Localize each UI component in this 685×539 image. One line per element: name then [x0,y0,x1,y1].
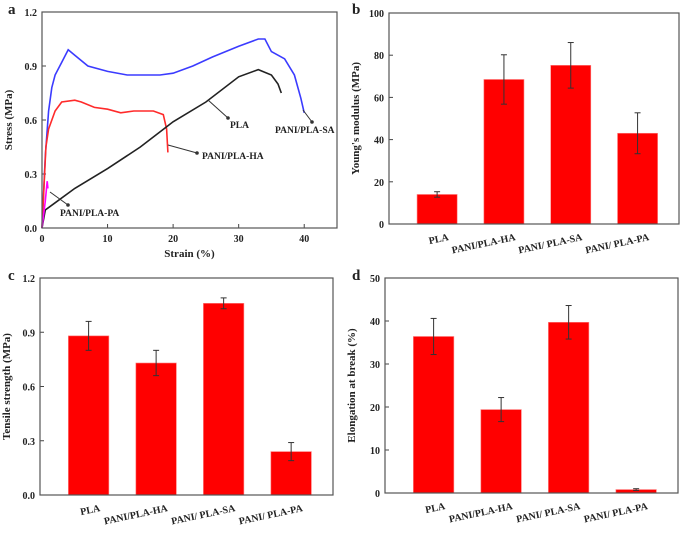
y-tick-label: 100 [369,9,384,20]
annotation-label: PLA [230,121,249,131]
x-tick-label: PANI/ PLA-PA [584,232,651,256]
bar [416,194,458,225]
y-tick-label: 0.0 [25,224,38,235]
x-tick-label: PANI/ PLA-PA [238,503,305,527]
y-tick-label: 1.2 [23,274,36,285]
annotation-arrowhead [310,120,314,124]
y-axis-label: Young's modulus (MPa) [350,62,362,175]
plot-frame [41,11,338,229]
y-tick-label: 0 [379,220,384,231]
panel-letter: b [352,2,360,18]
annotation-arrow [167,144,198,154]
x-tick-label: PLA [428,232,451,247]
y-axis-label: Tensile strength (MPa) [1,333,13,440]
y-tick-label: 40 [374,136,384,147]
bar [550,65,592,225]
series-line-pani-pla-ha [41,99,169,229]
y-tick-label: 20 [370,403,380,414]
y-tick-label: 50 [370,274,380,285]
bar [413,336,455,494]
series-line-pla [41,68,283,229]
annotation-arrow [302,109,313,123]
panel-letter: d [352,268,361,284]
annotation-arrowhead [226,116,230,120]
x-tick-label: 40 [299,234,309,245]
bar [68,335,110,496]
x-tick-label: PLA [424,501,447,516]
x-tick-label: PANI/PLA-HA [103,503,169,527]
plot-frame [384,277,679,494]
x-tick-label: 20 [168,234,178,245]
annotation-label: PANI/PLA-SA [275,126,335,136]
bar [135,362,177,496]
y-tick-label: 80 [374,51,384,62]
x-tick-label: PANI/PLA-HA [448,501,514,525]
plot-frame [388,12,680,225]
y-tick-label: 1.2 [25,8,38,19]
y-tick-label: 0.6 [23,383,36,394]
annotation-label: PANI/PLA-PA [60,209,119,219]
y-tick-label: 0.9 [23,328,36,339]
y-axis-label: Elongation at break (%) [346,328,358,443]
x-tick-label: PANI/ PLA-SA [517,232,584,256]
annotation-arrow [49,191,69,206]
panel-letter: a [8,2,16,18]
y-axis-label: Stress (MPa) [3,89,15,150]
panel-a: a 0.0 0.3 0.6 0.9 1.2 Stress (MPa) 0 10 20 30 40 Str… [3,2,338,260]
series-line-pani-pla-pa [41,181,49,229]
x-tick-label: 30 [234,234,244,245]
panel-letter: c [8,268,15,284]
bar [203,303,245,496]
y-tick-label: 0.6 [25,116,38,127]
y-tick-label: 0 [375,489,380,500]
y-tick-label: 30 [370,360,380,371]
bar [480,409,522,494]
x-tick-label: PANI/PLA-HA [451,232,517,256]
bar [483,79,525,225]
annotation-label: PANI/PLA-HA [202,152,264,162]
y-tick-label: 20 [374,178,384,189]
y-tick-label: 0.9 [25,62,38,73]
x-tick-label: PANI/ PLA-SA [515,501,582,525]
y-tick-label: 0.3 [25,170,38,181]
y-tick-label: 40 [370,317,380,328]
x-tick-label: PLA [79,503,102,518]
annotation-arrow [207,99,229,119]
x-axis-label: Strain (%) [164,248,215,260]
x-tick-label: PANI/ PLA-PA [583,501,650,525]
annotation-arrowhead [66,203,70,207]
plot-frame [39,277,334,496]
y-tick-label: 0.0 [23,491,36,502]
series-line-pani-pla-sa [41,38,305,229]
panel-c: c 0.0 0.3 0.6 0.9 1.2 Tensile strength (MPa) PL… [1,268,334,527]
x-tick-label: 10 [103,234,113,245]
x-tick-label: PANI/ PLA-SA [170,503,237,527]
y-tick-label: 10 [370,446,380,457]
y-tick-label: 60 [374,93,384,104]
annotation-arrowhead [195,151,199,155]
bar [548,321,590,494]
x-tick-label: 0 [40,234,45,245]
y-tick-label: 0.3 [23,437,36,448]
